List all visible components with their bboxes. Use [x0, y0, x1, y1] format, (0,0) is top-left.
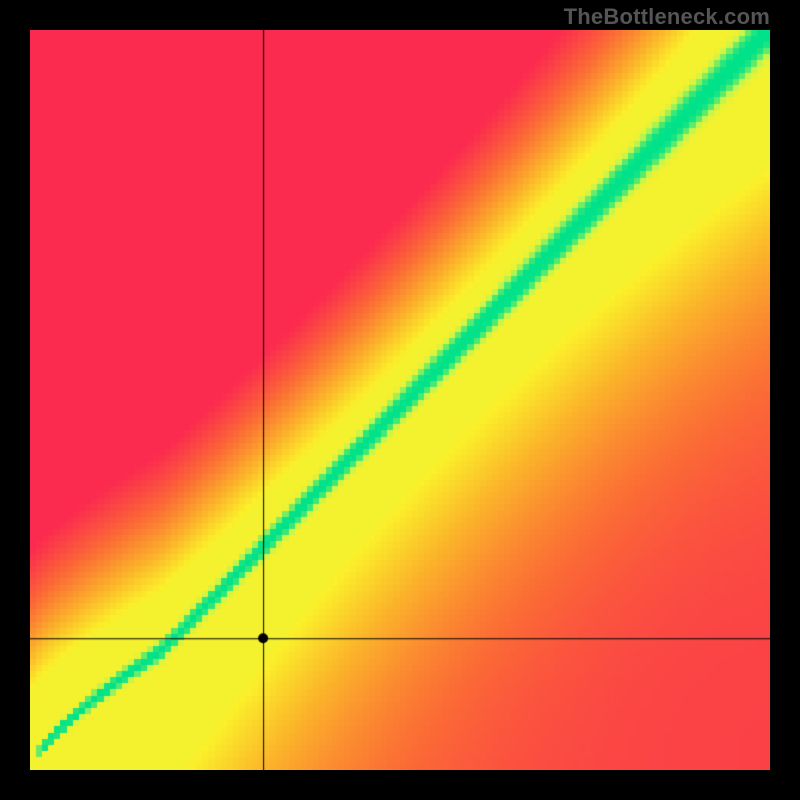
heatmap-plot: [30, 30, 770, 770]
watermark-text: TheBottleneck.com: [564, 4, 770, 30]
